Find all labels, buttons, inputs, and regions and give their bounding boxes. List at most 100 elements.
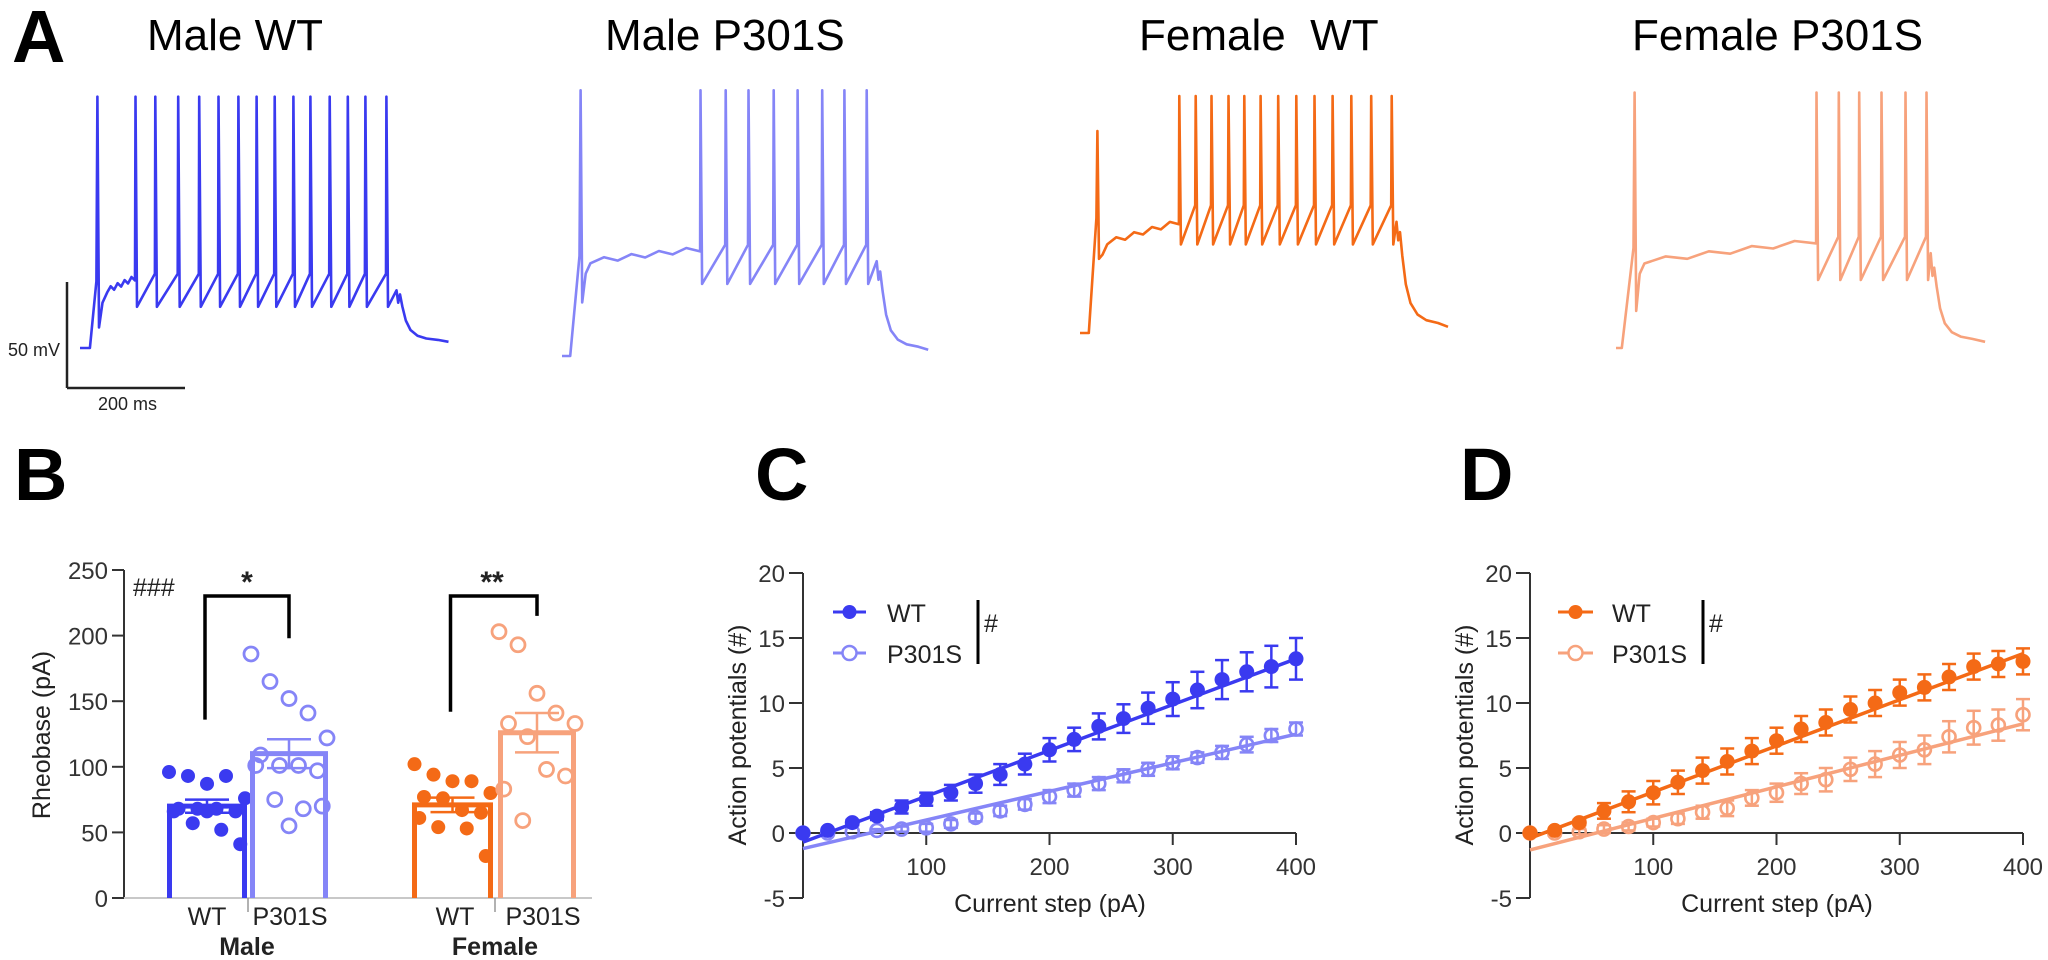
b-annotation-hash: ### (133, 574, 175, 602)
data-point-wt (2015, 653, 2031, 669)
data-point-wt (1115, 711, 1131, 727)
data-point-p301s (1793, 775, 1809, 792)
data-point-p301s (1620, 818, 1637, 835)
data-point-wt (1892, 685, 1908, 701)
data-point-wt (1571, 815, 1587, 831)
data-point (417, 789, 431, 804)
bar-female-p301s (498, 730, 576, 898)
data-point-wt (1966, 659, 1982, 675)
data-point-p301s (1891, 747, 1908, 763)
data-point-p301s (967, 809, 984, 826)
data-point-wt (992, 767, 1008, 782)
data-point (233, 837, 248, 852)
data-point-wt (844, 815, 860, 831)
data-point-p301s (1189, 749, 1206, 766)
data-point-wt (1066, 731, 1082, 747)
c-x-tick-label: 200 (1029, 854, 1069, 881)
data-point-p301s (1719, 800, 1735, 817)
d-x-tick-label: 200 (1756, 854, 1796, 881)
data-point-wt (1239, 664, 1255, 680)
data-point (294, 800, 312, 818)
data-point (459, 821, 474, 836)
data-point (500, 715, 517, 732)
data-point (280, 817, 298, 835)
data-point (483, 786, 498, 801)
data-point-p301s (1214, 744, 1230, 761)
c-x-tick-label: 100 (906, 854, 946, 881)
significance-bracket-female (448, 594, 539, 712)
data-point-p301s (1941, 728, 1957, 745)
data-point (464, 774, 479, 789)
d-y-tick-label: 10 (1485, 691, 1512, 718)
data-point-p301s (1916, 741, 1933, 758)
data-point (474, 805, 488, 820)
data-point (455, 803, 469, 818)
data-point-p301s (1115, 767, 1132, 784)
voltage-trace-male-p301s (562, 89, 929, 358)
c-y-tick-label: 5 (772, 756, 785, 783)
data-point (490, 623, 508, 641)
data-point-p301s (918, 819, 935, 836)
panel-label-b: B (14, 433, 67, 516)
data-point (445, 774, 460, 789)
data-point-p301s (893, 821, 910, 837)
b-group-label-male: Male (219, 933, 275, 960)
voltage-trace-female-p301s (1616, 91, 1986, 350)
data-point-wt (1621, 794, 1637, 810)
scale-bar-time-label: 200 ms (98, 394, 157, 414)
data-point (181, 768, 195, 783)
c-y-axis-label: Action potentials (#) (724, 625, 752, 846)
data-point (318, 729, 336, 747)
data-point-p301s (1768, 784, 1785, 801)
rheobase-bar-chart: Rheobase (pA) ### * ** WT P301S Male WT … (28, 558, 592, 960)
data-point-wt (1522, 825, 1538, 841)
data-point-p301s (2015, 706, 2031, 723)
data-point-wt (1017, 756, 1033, 772)
panel-label-c: C (755, 433, 808, 516)
data-point-wt (795, 825, 811, 841)
data-point-wt (1288, 651, 1304, 667)
data-point (266, 791, 284, 808)
data-point (214, 822, 229, 837)
d-y-tick-label: 5 (1499, 756, 1512, 783)
data-point-p301s (869, 822, 885, 839)
c-x-axis-label: Current step (pA) (954, 890, 1146, 918)
d-legend-marker-p301s (1567, 644, 1584, 662)
data-point (538, 761, 555, 778)
bar-male-wt (167, 803, 247, 898)
data-point (290, 757, 307, 774)
c-y-tick-label: -5 (764, 886, 785, 913)
data-point-p301s (1164, 754, 1181, 771)
data-point-wt (1867, 695, 1883, 711)
data-point (495, 780, 513, 798)
data-point (238, 791, 252, 806)
data-point (242, 645, 260, 663)
data-point (407, 757, 422, 772)
significance-bracket-male (203, 594, 291, 720)
b-y-tick-label: 100 (68, 755, 108, 782)
b-y-axis-label: Rheobase (pA) (28, 651, 56, 819)
data-point-wt (1214, 672, 1230, 688)
data-point-wt (1842, 702, 1858, 717)
data-point-wt (1091, 718, 1107, 734)
data-point (162, 765, 176, 780)
data-point (426, 767, 441, 782)
data-point-p301s (992, 803, 1009, 819)
data-point (519, 728, 536, 746)
data-point (431, 820, 446, 835)
c-y-tick-label: 10 (758, 691, 785, 718)
data-point (514, 812, 532, 829)
data-point-p301s (1066, 782, 1082, 798)
data-point-wt (1547, 822, 1563, 838)
data-point-wt (1941, 669, 1957, 685)
data-point-p301s (1263, 727, 1280, 744)
b-y-tick-label: 50 (81, 820, 108, 847)
data-point-p301s (1867, 756, 1883, 772)
panel-label-a: A (12, 0, 65, 78)
c-x-tick-label: 300 (1153, 854, 1193, 881)
data-point-wt (1719, 754, 1735, 769)
data-point-p301s (1645, 814, 1662, 831)
data-point (219, 768, 233, 783)
data-point-p301s (1842, 761, 1859, 778)
